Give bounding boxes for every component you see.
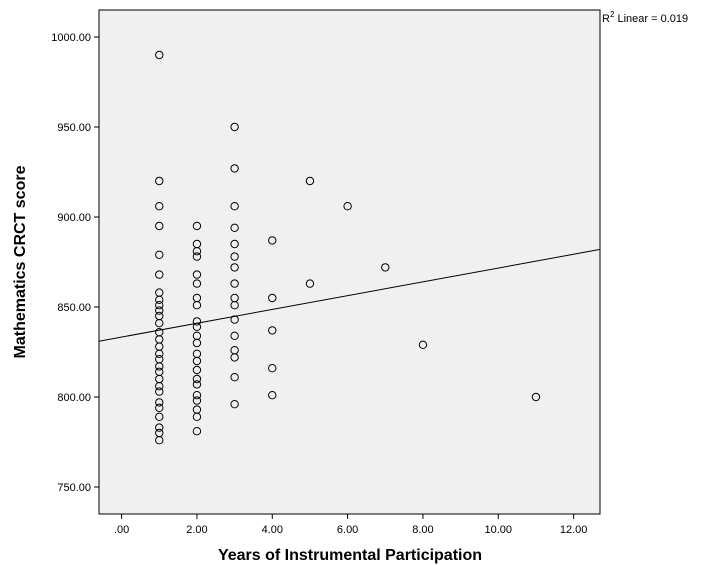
scatter-point	[268, 236, 277, 245]
y-tick-label: 850.00	[57, 302, 91, 314]
scatter-point	[230, 263, 239, 272]
scatter-point	[155, 423, 164, 432]
scatter-point	[531, 392, 541, 402]
scatter-point	[230, 400, 239, 409]
y-tick-label: 900.00	[57, 212, 91, 224]
scatter-point	[155, 250, 164, 260]
y-tick-label: 750.00	[57, 482, 91, 494]
y-tick-label: 950.00	[57, 122, 91, 134]
x-tick-label: 6.00	[337, 524, 358, 536]
scatter-point	[155, 436, 164, 445]
scatter-point	[268, 364, 277, 373]
scatter-point	[192, 427, 202, 436]
scatter-point	[155, 306, 164, 315]
scatter-point	[155, 295, 164, 304]
scatter-point	[155, 362, 164, 371]
y-tick-label: 800.00	[57, 392, 91, 404]
scatter-point	[230, 223, 239, 233]
scatter-point	[230, 331, 239, 340]
scatter-point	[155, 382, 164, 391]
scatter-point	[192, 317, 202, 326]
scatter-point	[155, 270, 164, 279]
r2-value: Linear = 0.019	[614, 13, 688, 25]
scatter-point	[155, 387, 164, 396]
x-tick-label: 8.00	[412, 524, 433, 536]
scatter-point	[155, 202, 164, 211]
x-tick-label: 10.00	[485, 524, 513, 536]
scatter-point	[343, 202, 352, 211]
scatter-point	[268, 391, 277, 400]
scatter-point	[155, 398, 164, 407]
scatter-point	[230, 373, 239, 382]
scatter-point	[230, 353, 239, 362]
scatter-point	[192, 301, 202, 310]
scatter-point	[155, 403, 164, 412]
scatter-point	[155, 319, 164, 328]
scatter-point	[418, 340, 428, 349]
scatter-point	[192, 279, 202, 288]
x-tick-label: 2.00	[186, 524, 207, 536]
scatter-point	[155, 176, 164, 186]
scatter-point	[155, 412, 164, 421]
x-axis-title: Years of Instrumental Participation	[218, 547, 482, 564]
r-squared-annotation: R2 Linear = 0.019	[602, 10, 688, 25]
scatter-point	[230, 122, 239, 132]
scatter-point	[381, 263, 390, 272]
scatter-point	[155, 349, 164, 358]
scatter-point	[192, 391, 202, 400]
linear-fit-line	[98, 248, 601, 342]
scatter-point	[155, 301, 164, 310]
plot-area	[98, 9, 601, 515]
y-tick-label: 1000.00	[51, 32, 91, 44]
scatter-point	[192, 374, 202, 384]
r2-superscript: 2	[610, 10, 615, 19]
scatter-point	[192, 396, 202, 405]
scatter-point	[192, 270, 202, 279]
scatter-point	[192, 356, 202, 366]
scatter-point	[192, 221, 202, 231]
r2-prefix: R	[602, 13, 610, 25]
y-axis-title: Mathematics CRCT score	[12, 165, 29, 358]
scatter-point	[192, 338, 202, 348]
data-points	[155, 50, 541, 445]
scatter-point	[155, 221, 164, 231]
axis-ticks: .00 2.00 4.00 6.00 8.00 10.00 12.00 750.00 800.0…	[51, 32, 587, 536]
scatter-point	[305, 279, 315, 288]
scatter-point	[155, 50, 164, 60]
scatter-point	[192, 380, 202, 389]
scatter-point	[192, 365, 202, 375]
scatter-point	[230, 164, 239, 173]
scatter-point	[268, 293, 277, 303]
fit-line-group	[98, 248, 601, 342]
scatter-point	[192, 252, 202, 261]
scatter-point	[192, 412, 202, 421]
x-tick-label: 4.00	[262, 524, 283, 536]
scatter-point	[192, 247, 202, 256]
scatter-point	[230, 202, 239, 211]
scatter-point	[230, 279, 239, 288]
scatter-point	[230, 252, 239, 261]
x-tick-label: .00	[114, 524, 129, 536]
scatter-point	[230, 239, 239, 249]
scatter-point	[268, 326, 277, 335]
scatter-point	[230, 301, 239, 310]
scatter-point	[305, 176, 315, 186]
x-tick-label: 12.00	[560, 524, 588, 536]
